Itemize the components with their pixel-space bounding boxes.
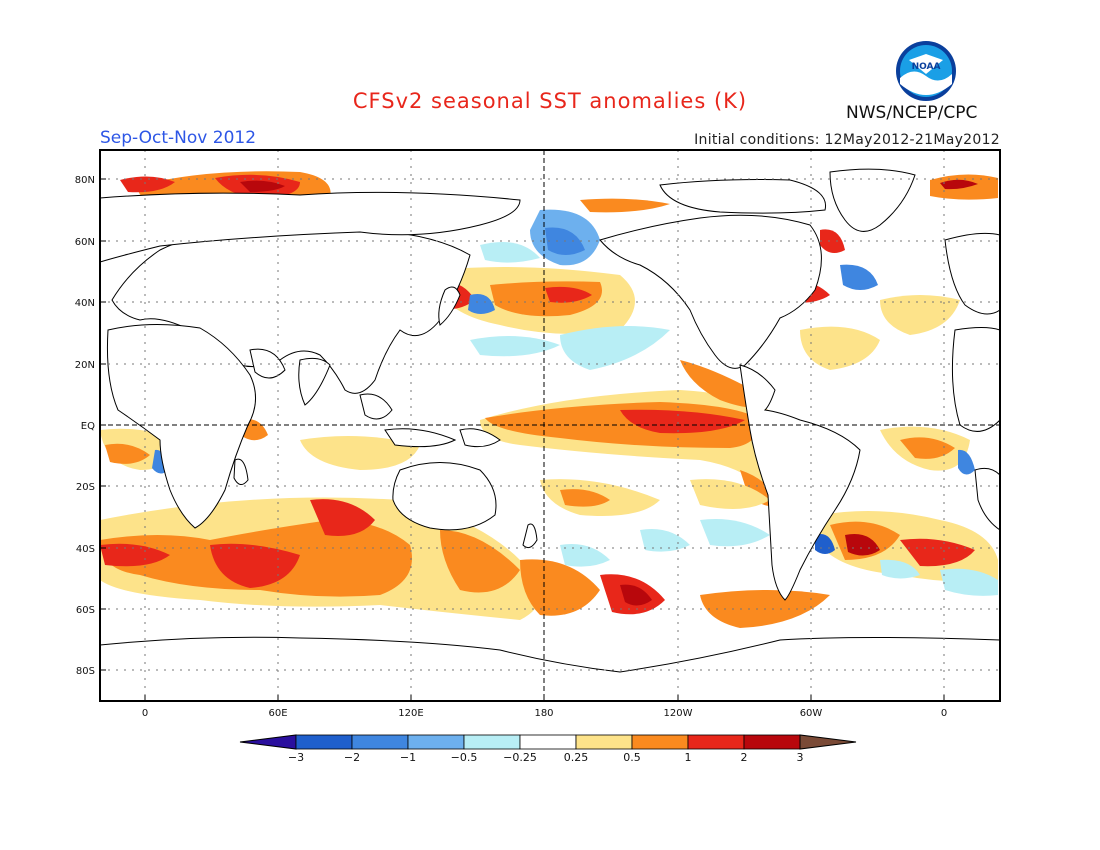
colorbar-segment [407,734,465,750]
colorbar-segment [295,734,353,750]
lat-label: 40S [76,544,95,555]
lon-label: 120W [664,708,693,719]
coastlines [100,168,1000,701]
colorbar: −3 −2 −1 −0.5 −0.25 0.25 0.5 1 2 3 [239,734,857,764]
colorbar-label: −3 [288,751,304,764]
colorbar-segment [743,734,801,750]
graticule [100,150,1000,701]
noaa-logo-icon: NOAA [896,41,956,101]
latitude-labels: 80N 60N 40N 20N EQ 20S 40S 60S 80S [75,175,95,677]
lat-label: 40N [75,298,95,309]
colorbar-label: 1 [685,751,692,764]
lat-label: 20S [76,482,95,493]
colorbar-segment [687,734,745,750]
lat-label: 80S [76,666,95,677]
longitude-labels: 0 60E 120E 180 120W 60W 0 [142,708,947,719]
lon-label: 0 [142,708,148,719]
colorbar-label: 0.25 [564,751,589,764]
colorbar-label: 0.5 [623,751,641,764]
anomaly-field [100,171,998,628]
colorbar-arrow-low [239,734,297,750]
colorbar-segment [519,734,577,750]
lon-label: 60W [800,708,823,719]
chart-title: CFSv2 seasonal SST anomalies (K) [352,89,748,113]
colorbar-label: 2 [741,751,748,764]
lat-label: 60S [76,605,95,616]
colorbar-label: −2 [344,751,360,764]
colorbar-label: −0.25 [503,751,537,764]
lon-label: 180 [534,708,553,719]
agency-label: NWS/NCEP/CPC [846,103,978,123]
lat-label: 80N [75,175,95,186]
lon-label: 0 [941,708,947,719]
colorbar-label: −1 [400,751,416,764]
colorbar-label: 3 [797,751,804,764]
colorbar-segment [631,734,689,750]
season-label: Sep-Oct-Nov 2012 [100,128,257,148]
lat-label: EQ [81,421,95,432]
equator-dateline [100,150,1000,701]
colorbar-segment [463,734,521,750]
lon-label: 120E [398,708,423,719]
colorbar-label: −0.5 [451,751,478,764]
colorbar-arrow-high [799,734,857,750]
lat-label: 60N [75,237,95,248]
initial-conditions-label: Initial conditions: 12May2012-21May2012 [694,132,1000,148]
svg-text:NOAA: NOAA [912,62,941,72]
colorbar-segment [351,734,409,750]
tick-marks [100,178,945,701]
colorbar-segment [575,734,633,750]
lon-label: 60E [268,708,287,719]
lat-label: 20N [75,360,95,371]
